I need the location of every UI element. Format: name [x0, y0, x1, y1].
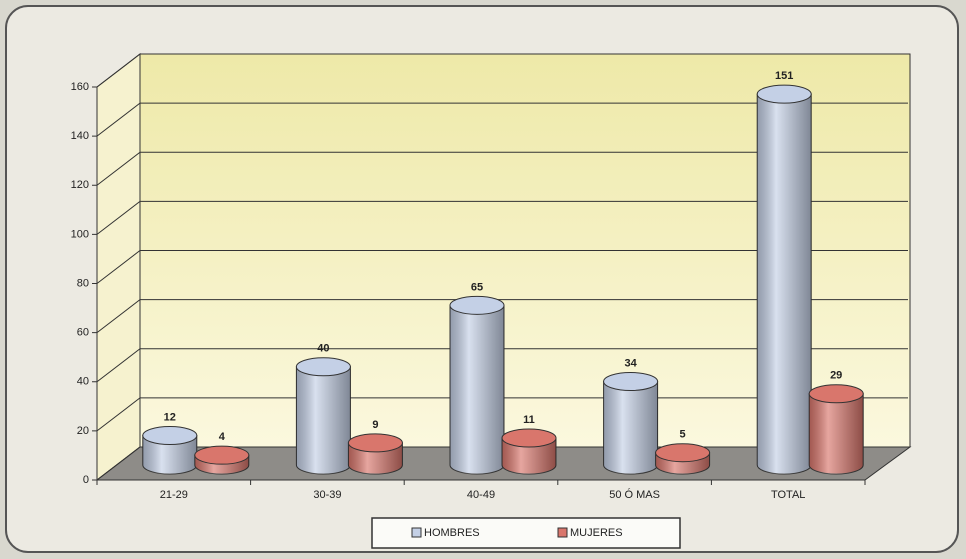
- cylinder-top: [347, 433, 403, 453]
- cylinder-shade: [809, 393, 864, 474]
- legend-items: HOMBRES MUJERES: [411, 527, 623, 539]
- value-label: 11: [523, 414, 535, 426]
- y-tick-label: 60: [77, 327, 89, 339]
- y-tick-label: 140: [71, 130, 89, 142]
- y-tick-label: 100: [71, 228, 89, 240]
- cylinder-top: [449, 295, 505, 315]
- value-label: 9: [372, 419, 378, 431]
- grid-line: [96, 348, 908, 383]
- cylinder-top: [808, 384, 864, 404]
- grid-line: [96, 299, 908, 334]
- cylinder-shade: [142, 435, 197, 474]
- x-tick-label: 21-29: [160, 489, 188, 501]
- x-tick-label: 50 Ó MAS: [609, 488, 660, 501]
- cylinder-top: [142, 426, 198, 446]
- cylinder-top: [295, 357, 351, 377]
- x-tick-label: 30-39: [313, 489, 341, 501]
- plot: 12 4 40 9 65 11 34 5 151 29: [142, 70, 864, 475]
- cylinder-top: [756, 84, 812, 104]
- legend-swatch: [557, 527, 568, 538]
- grid-line: [96, 250, 908, 284]
- legend: [371, 517, 681, 549]
- legend-swatch: [411, 527, 422, 538]
- value-label: 4: [219, 431, 226, 443]
- value-label: 29: [830, 370, 842, 382]
- grid-line: [96, 200, 908, 235]
- grid-line: [96, 151, 908, 186]
- grid: 0 20 40 60 80 100 120 140 160 21-29 30-39 40-49 50 Ó…: [71, 53, 908, 501]
- x-tick-label: 40-49: [467, 489, 495, 501]
- y-tick-label: 40: [77, 376, 89, 388]
- cylinder-shade: [757, 94, 812, 474]
- value-label: 34: [624, 357, 637, 369]
- cylinder-shade: [450, 305, 504, 474]
- y-tick-label: 80: [77, 277, 89, 289]
- value-label: 65: [471, 281, 483, 293]
- y-tick-label: 120: [71, 179, 89, 191]
- y-tick-label: 0: [83, 474, 89, 486]
- y-tick-label: 160: [71, 81, 89, 93]
- legend-label: HOMBRES: [424, 527, 480, 539]
- cylinder-shade: [296, 366, 351, 474]
- value-label: 12: [164, 411, 176, 423]
- legend-label: MUJERES: [570, 527, 623, 539]
- value-label: 5: [680, 429, 686, 441]
- grid-line: [96, 53, 908, 88]
- cylinder-shade: [502, 437, 556, 474]
- x-tick-label: TOTAL: [771, 489, 805, 501]
- cylinder-top: [655, 443, 711, 463]
- cylinder-shade: [603, 381, 658, 474]
- value-label: 40: [317, 343, 329, 355]
- y-tick-label: 20: [77, 425, 89, 437]
- cylinder-top: [194, 445, 250, 465]
- cylinder-top: [501, 428, 557, 448]
- grid-line: [96, 102, 908, 137]
- value-label: 151: [775, 70, 793, 82]
- cylinder-top: [603, 371, 659, 391]
